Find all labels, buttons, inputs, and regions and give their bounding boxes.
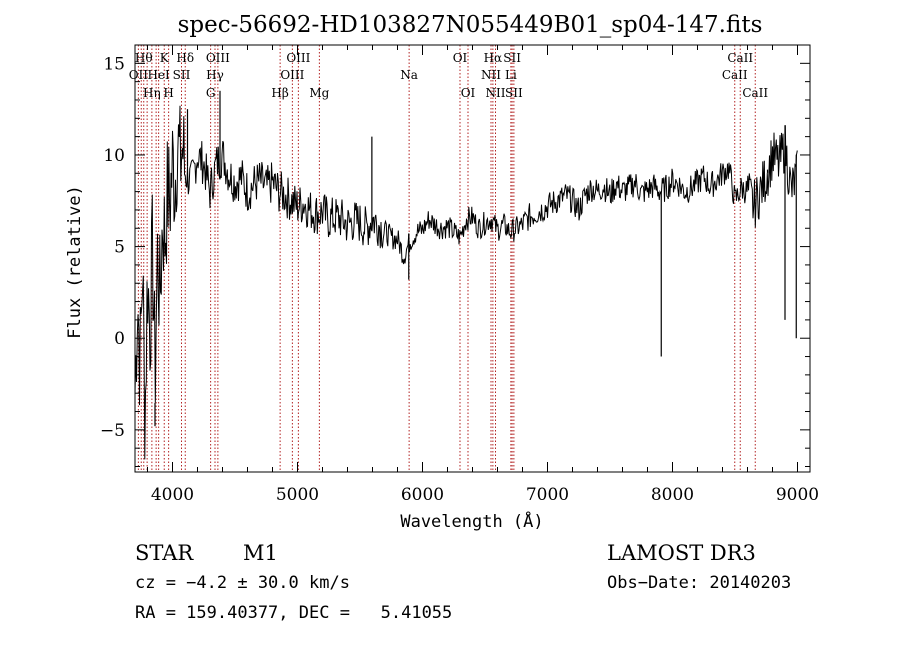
marker-label-24: Li — [505, 68, 517, 82]
marker-label-29: CaII — [742, 86, 768, 100]
marker-label-20: OI — [461, 86, 476, 100]
redshift-line: cz = −4.2 ± 30.0 km/s — [135, 573, 350, 593]
x-tick-label-5000: 5000 — [276, 485, 319, 505]
x-tick-label-8000: 8000 — [651, 485, 694, 505]
y-tick-label-5: 5 — [114, 238, 125, 258]
marker-label-17: Mg — [309, 86, 329, 100]
x-tick-label-7000: 7000 — [526, 485, 569, 505]
coordinates: RA = 159.40377, DEC = 5.41055 — [135, 603, 453, 623]
marker-label-19: OI — [453, 51, 468, 65]
marker-label-27: CaII — [722, 68, 748, 82]
marker-label-28: CaII — [727, 51, 753, 65]
marker-label-23: NII — [486, 86, 506, 100]
marker-label-2: Hθ — [135, 51, 153, 65]
plot-frame — [134, 44, 811, 473]
x-tick-label-9000: 9000 — [776, 485, 819, 505]
marker-label-26: SII — [505, 86, 523, 100]
marker-label-7: K — [160, 51, 170, 65]
object-subclass: M1 — [243, 541, 278, 565]
marker-label-14: Hβ — [271, 86, 288, 100]
marker-label-15: OIII — [280, 68, 304, 82]
marker-label-10: Hδ — [176, 51, 194, 65]
y-tick-label-0: 0 — [114, 329, 125, 349]
marker-label-6: HeI — [147, 68, 170, 82]
chart-title: spec-56692-HD103827N055449B01_sp04-147.f… — [178, 12, 763, 38]
emission-line-markers — [137, 45, 756, 472]
marker-label-12: Hγ — [206, 68, 224, 82]
marker-label-11: G — [206, 86, 216, 100]
emission-line-labels: OIIHθHηHeIKHSIIHδGHγOIIIHβOIIIOIIIMgNaOI… — [129, 51, 769, 100]
object-type: STAR — [135, 541, 194, 565]
spectrum-line — [134, 105, 798, 460]
y-tick-label-10: 10 — [103, 146, 125, 166]
marker-label-25: SII — [503, 51, 521, 65]
marker-label-22: Hα — [484, 51, 503, 65]
x-tick-label-6000: 6000 — [401, 485, 444, 505]
y-axis-label: Flux (relative) — [65, 185, 85, 339]
marker-label-18: Na — [400, 68, 418, 82]
marker-label-0: OII — [129, 68, 149, 82]
survey-name: LAMOST DR3 — [607, 541, 756, 565]
marker-label-9: SII — [173, 68, 191, 82]
y-tick-label-15: 15 — [103, 54, 125, 74]
marker-label-4: Hη — [143, 86, 161, 100]
x-tick-label-4000: 4000 — [151, 485, 194, 505]
y-tick-label--5: −5 — [100, 421, 125, 441]
spectrum-series — [134, 90, 798, 460]
x-axis: 4000 5000 6000 7000 8000 9000 — [147, 45, 819, 505]
obs-date: Obs−Date: 20140203 — [607, 573, 792, 593]
y-axis: −5 0 5 10 15 — [100, 44, 810, 468]
x-axis-label: Wavelength (Å) — [400, 510, 543, 532]
marker-label-16: OIII — [286, 51, 310, 65]
marker-label-13: OIII — [206, 51, 230, 65]
marker-label-8: H — [163, 86, 173, 100]
marker-label-21: NII — [481, 68, 501, 82]
